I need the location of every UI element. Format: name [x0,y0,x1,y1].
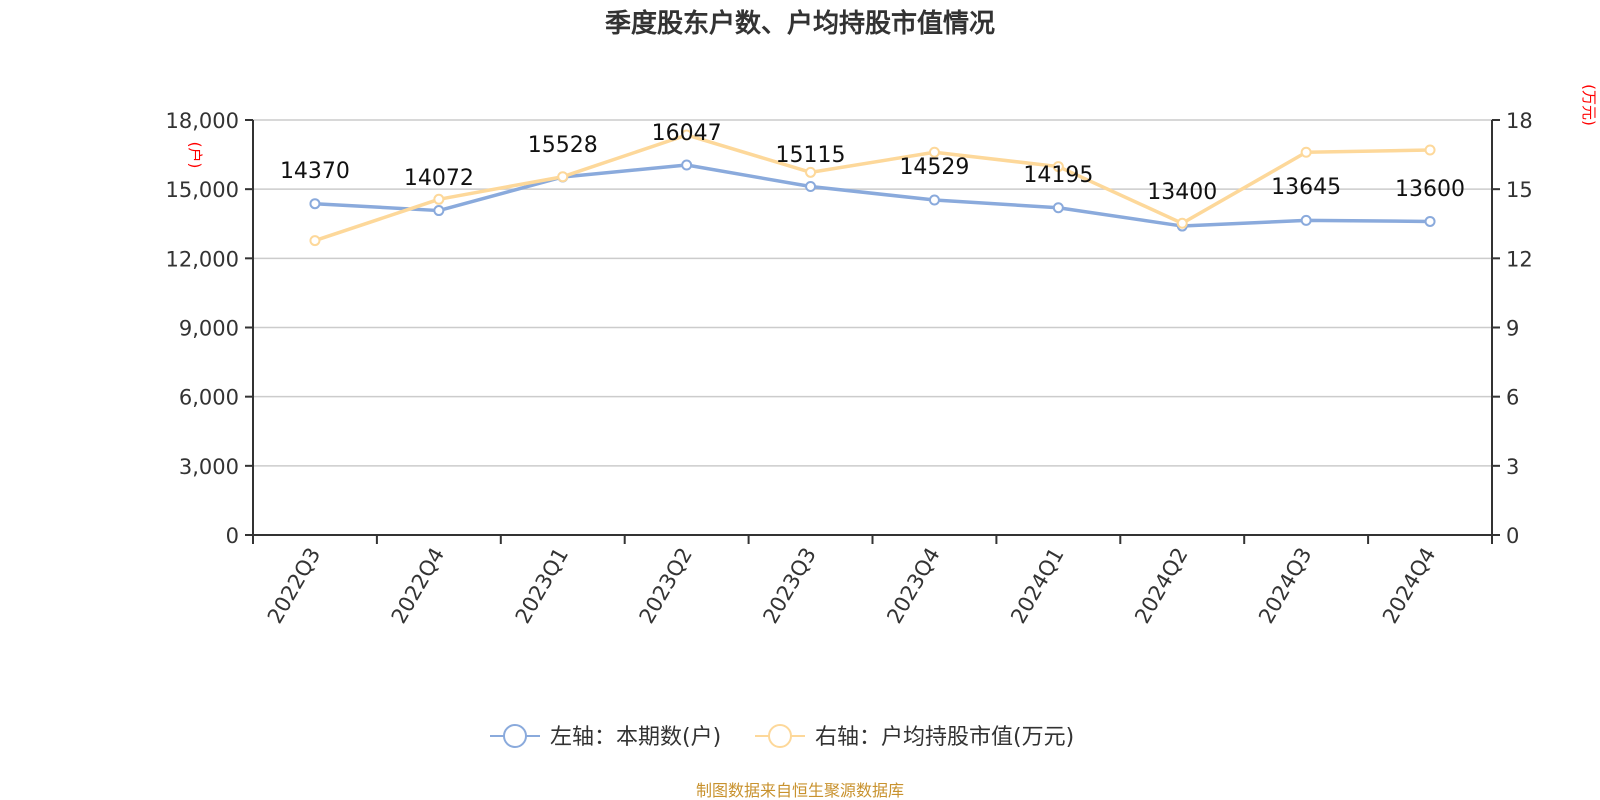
left-axis-tick-label: 3,000 [179,455,239,479]
x-axis-category-label: 2023Q3 [758,544,820,628]
right-axis-tick-label: 6 [1506,386,1519,410]
circle-marker-icon [503,724,527,748]
left-axis-tick-label: 15,000 [166,178,239,202]
data-point-marker[interactable] [805,181,817,193]
data-point-marker[interactable] [433,193,445,205]
data-label: 15115 [776,143,846,168]
legend-item-left-axis[interactable]: 左轴：本期数(户) [490,724,721,750]
left-axis-tick-label: 6,000 [179,386,239,410]
data-label: 13645 [1271,175,1341,200]
right-axis-tick-label: 12 [1506,247,1533,271]
data-labels: 14370 14072 15528 16047 15115 14529 14195 13400… [280,121,1465,205]
legend-item-right-axis[interactable]: 右轴：户均持股市值(万元) [755,724,1074,750]
circle-marker-icon [768,724,792,748]
left-y-axis: 0 3,000 6,000 9,000 12,000 15,000 18,000 [166,109,254,548]
shareholder-count-line [314,163,1431,228]
data-point-marker[interactable] [1424,215,1436,227]
left-axis-unit-label: (户) [186,142,204,169]
x-axis-category-label: 2023Q2 [635,544,697,628]
right-y-axis: 0 3 6 9 12 15 18 [1491,109,1533,548]
data-label: 16047 [652,121,722,146]
data-label: 14529 [899,155,969,180]
x-axis-category-label: 2022Q3 [263,544,325,628]
left-axis-tick-label: 12,000 [166,247,239,271]
data-point-marker[interactable] [1052,161,1064,173]
data-point-marker[interactable] [681,129,693,141]
data-label: 13600 [1395,177,1465,202]
data-point-marker[interactable] [309,235,321,247]
source-footer: 制图数据来自恒生聚源数据库 [696,781,904,800]
data-point-marker[interactable] [433,205,445,217]
data-point-marker[interactable] [557,171,569,183]
data-label: 14072 [404,166,474,191]
right-axis-tick-label: 9 [1506,317,1519,341]
data-label: 15528 [528,133,598,158]
data-point-marker[interactable] [681,159,693,171]
x-axis-category-label: 2023Q4 [882,544,944,628]
data-point-marker[interactable] [928,194,940,206]
legend: 左轴：本期数(户) 右轴：户均持股市值(万元) [490,724,1074,750]
legend-label-left: 左轴：本期数(户) [550,725,721,750]
left-axis-tick-label: 0 [226,524,239,548]
left-axis-tick-label: 9,000 [179,317,239,341]
x-axis-category-label: 2022Q4 [387,544,449,628]
data-label: 13400 [1147,180,1217,205]
gridlines [253,119,1492,467]
data-point-marker[interactable] [1176,217,1188,229]
data-point-marker[interactable] [1052,202,1064,214]
x-axis-category-label: 2024Q1 [1006,544,1068,628]
data-point-marker[interactable] [805,166,817,178]
right-axis-tick-label: 18 [1506,109,1533,133]
right-axis-tick-label: 3 [1506,455,1519,479]
data-point-marker[interactable] [309,198,321,210]
right-axis-tick-label: 15 [1506,178,1533,202]
x-axis-category-label: 2024Q3 [1254,544,1316,628]
legend-label-right: 右轴：户均持股市值(万元) [815,725,1074,750]
x-axis-category-label: 2024Q2 [1130,544,1192,628]
avg-holding-value-line [314,133,1431,243]
x-axis-category-label: 2023Q1 [511,544,573,628]
x-axis: 2022Q3 2022Q4 2023Q1 2023Q2 2023Q3 2023Q4 2024… [252,534,1493,628]
data-label: 14195 [1023,163,1093,188]
right-axis-unit-label: (万元) [1580,84,1598,126]
data-point-marker[interactable] [928,146,940,158]
data-label: 14370 [280,159,350,184]
data-point-marker[interactable] [1424,144,1436,156]
chart-title: 季度股东户数、户均持股市值情况 [605,8,995,39]
data-point-marker[interactable] [1300,214,1312,226]
x-axis-category-label: 2024Q4 [1378,544,1440,628]
left-axis-tick-label: 18,000 [166,109,239,133]
right-axis-tick-label: 0 [1506,524,1519,548]
series-lines [309,129,1436,247]
data-point-marker[interactable] [1300,146,1312,158]
